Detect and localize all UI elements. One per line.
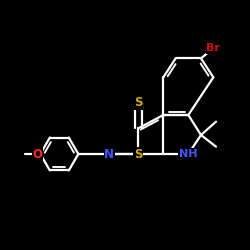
Text: S: S — [134, 96, 142, 109]
Text: NH: NH — [179, 149, 198, 159]
Text: Br: Br — [206, 43, 220, 53]
Text: O: O — [33, 148, 43, 160]
Text: S: S — [134, 148, 142, 160]
Text: N: N — [104, 148, 114, 160]
